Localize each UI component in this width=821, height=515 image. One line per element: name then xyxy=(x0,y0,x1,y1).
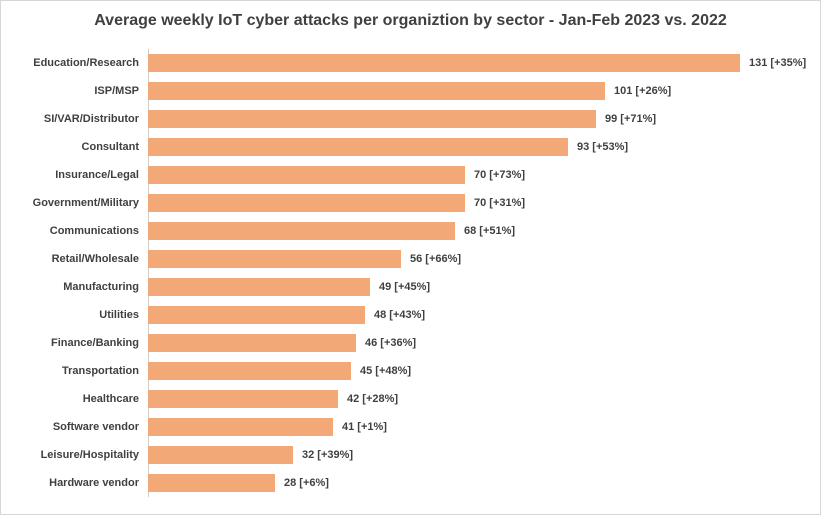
bar xyxy=(148,418,333,436)
value-label: 45 [+48%] xyxy=(360,365,412,377)
bar-row: SI/VAR/Distributor 99 [+71%] xyxy=(1,105,816,133)
value-label: 99 [+71%] xyxy=(605,113,657,125)
category-label: ISP/MSP xyxy=(94,85,139,97)
bar-zone: 56 [+66%] xyxy=(148,245,816,273)
bar-zone: 32 [+39%] xyxy=(148,441,816,469)
bar-row: Consultant 93 [+53%] xyxy=(1,133,816,161)
bar xyxy=(148,362,351,380)
bar xyxy=(148,250,401,268)
chart-title: Average weekly IoT cyber attacks per org… xyxy=(94,12,727,29)
category-label: Retail/Wholesale xyxy=(51,253,139,265)
bar-row: Transportation 45 [+48%] xyxy=(1,357,816,385)
bar-zone: 101 [+26%] xyxy=(148,77,816,105)
bar-zone: 68 [+51%] xyxy=(148,217,816,245)
category-label: SI/VAR/Distributor xyxy=(43,113,139,125)
value-label: 48 [+43%] xyxy=(374,309,426,321)
category-label: Transportation xyxy=(61,365,139,377)
value-label: 32 [+39%] xyxy=(302,449,354,461)
value-label: 70 [+73%] xyxy=(474,169,526,181)
value-label: 41 [+1%] xyxy=(342,421,387,433)
bar xyxy=(148,82,605,100)
value-label: 70 [+31%] xyxy=(474,197,526,209)
bar-row: Insurance/Legal 70 [+73%] xyxy=(1,161,816,189)
category-label: Manufacturing xyxy=(63,281,139,293)
bar-zone: 131 [+35%] xyxy=(148,49,816,77)
value-label: 101 [+26%] xyxy=(614,85,672,97)
category-label: Education/Research xyxy=(33,57,139,69)
bar-row: Retail/Wholesale 56 [+66%] xyxy=(1,245,816,273)
value-label: 49 [+45%] xyxy=(379,281,431,293)
bar xyxy=(148,222,455,240)
bar xyxy=(148,334,356,352)
bar xyxy=(148,390,338,408)
bar-row: Hardware vendor 28 [+6%] xyxy=(1,469,816,497)
bar-row: Education/Research 131 [+35%] xyxy=(1,49,816,77)
bar xyxy=(148,166,465,184)
plot-area: Education/Research 131 [+35%] ISP/MSP 10… xyxy=(1,49,816,497)
value-label: 68 [+51%] xyxy=(464,225,516,237)
bar-zone: 99 [+71%] xyxy=(148,105,816,133)
bar xyxy=(148,474,275,492)
bar-row: Software vendor 41 [+1%] xyxy=(1,413,816,441)
bar-zone: 28 [+6%] xyxy=(148,469,816,497)
bar xyxy=(148,110,596,128)
value-label: 28 [+6%] xyxy=(284,477,329,489)
value-label: 131 [+35%] xyxy=(749,57,807,69)
category-label: Software vendor xyxy=(52,421,139,433)
bar-row: Communications 68 [+51%] xyxy=(1,217,816,245)
bar-row: Manufacturing 49 [+45%] xyxy=(1,273,816,301)
bar-zone: 41 [+1%] xyxy=(148,413,816,441)
bar-zone: 49 [+45%] xyxy=(148,273,816,301)
bar xyxy=(148,306,365,324)
category-label: Leisure/Hospitality xyxy=(40,449,139,461)
bar xyxy=(148,278,370,296)
bar-row: Healthcare 42 [+28%] xyxy=(1,385,816,413)
bar-zone: 70 [+31%] xyxy=(148,189,816,217)
category-label: Healthcare xyxy=(82,393,139,405)
category-label: Utilities xyxy=(99,309,139,321)
value-label: 56 [+66%] xyxy=(410,253,462,265)
bar-row: Utilities 48 [+43%] xyxy=(1,301,816,329)
category-label: Finance/Banking xyxy=(50,337,139,349)
bar xyxy=(148,194,465,212)
value-label: 42 [+28%] xyxy=(347,393,399,405)
bar xyxy=(148,138,568,156)
bar-zone: 45 [+48%] xyxy=(148,357,816,385)
bar xyxy=(148,54,740,72)
bar xyxy=(148,446,293,464)
bar-zone: 42 [+28%] xyxy=(148,385,816,413)
value-label: 93 [+53%] xyxy=(577,141,629,153)
bar-row: ISP/MSP 101 [+26%] xyxy=(1,77,816,105)
category-label: Government/Military xyxy=(32,197,139,209)
bar-row: Finance/Banking 46 [+36%] xyxy=(1,329,816,357)
category-label: Communications xyxy=(49,225,139,237)
bar-zone: 46 [+36%] xyxy=(148,329,816,357)
bar-zone: 93 [+53%] xyxy=(148,133,816,161)
bar-zone: 70 [+73%] xyxy=(148,161,816,189)
bar-row: Leisure/Hospitality 32 [+39%] xyxy=(1,441,816,469)
category-label: Consultant xyxy=(81,141,139,153)
bar-zone: 48 [+43%] xyxy=(148,301,816,329)
category-label: Hardware vendor xyxy=(49,477,139,489)
category-label: Insurance/Legal xyxy=(55,169,139,181)
y-axis-line xyxy=(148,49,149,497)
bar-row: Government/Military 70 [+31%] xyxy=(1,189,816,217)
value-label: 46 [+36%] xyxy=(365,337,417,349)
